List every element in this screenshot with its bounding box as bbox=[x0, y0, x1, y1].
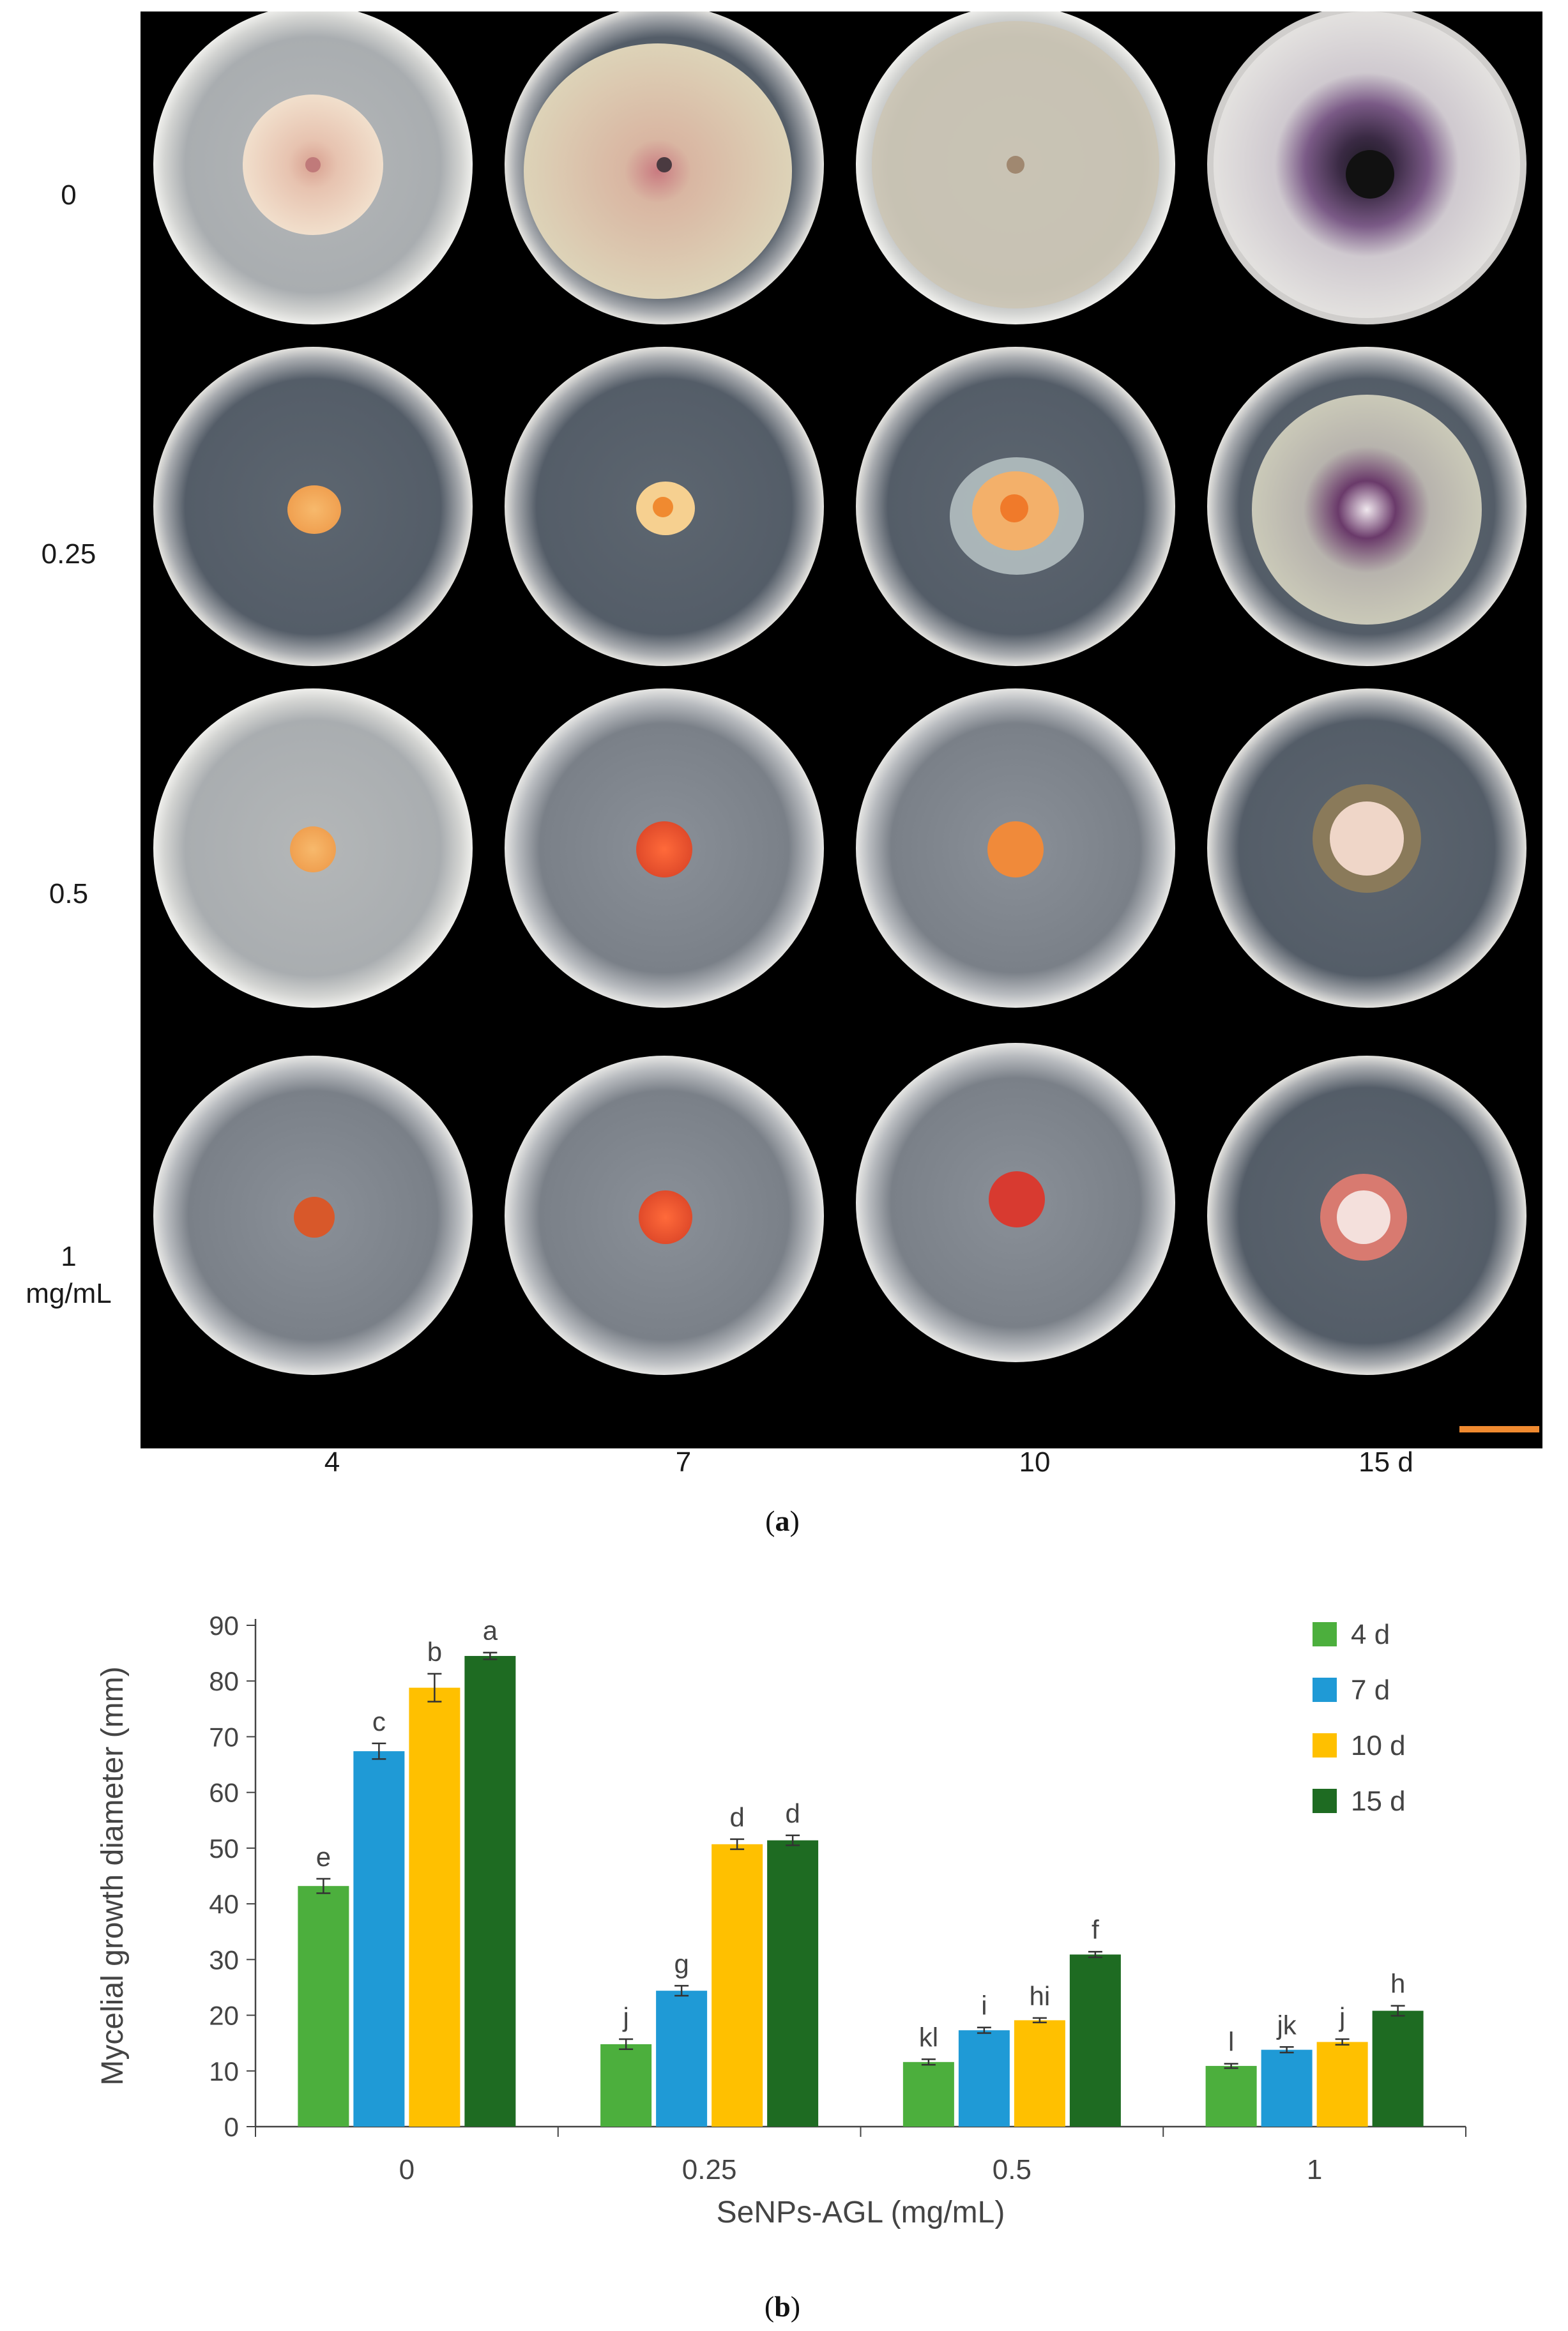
plate-0-5-4d bbox=[153, 688, 473, 1008]
x-tick-label: 0.25 bbox=[682, 2154, 737, 2185]
row-label-0-25: 0.25 bbox=[41, 538, 96, 570]
significance-letter: i bbox=[981, 1991, 987, 2021]
plate-1-7d bbox=[505, 1056, 824, 1375]
significance-letter: d bbox=[785, 1798, 800, 1828]
significance-letter: j bbox=[621, 2002, 628, 2032]
plate-0-25-4d bbox=[153, 347, 473, 666]
bar bbox=[1205, 2065, 1257, 2127]
bar bbox=[1316, 2042, 1368, 2127]
significance-letter: c bbox=[372, 1706, 386, 1736]
scale-bar bbox=[1459, 1426, 1539, 1432]
panel-a-label: (a) bbox=[765, 1505, 800, 1537]
bar bbox=[464, 1655, 516, 2127]
bar bbox=[1372, 2010, 1424, 2127]
significance-letter: f bbox=[1092, 1915, 1099, 1945]
significance-letter: jk bbox=[1275, 2010, 1297, 2040]
x-tick-label: 0.5 bbox=[993, 2154, 1031, 2185]
y-tick-label: 80 bbox=[209, 1666, 239, 1696]
petri-dish-photo-grid bbox=[141, 11, 1542, 1448]
bar bbox=[298, 1886, 349, 2127]
bar bbox=[958, 2030, 1010, 2127]
bar bbox=[409, 1687, 461, 2127]
bar bbox=[353, 1751, 405, 2127]
plate-0-25-10d bbox=[856, 347, 1175, 666]
plate-0-10d bbox=[856, 11, 1175, 324]
col-label-15d: 15 d bbox=[1359, 1446, 1413, 1478]
x-tick-label: 1 bbox=[1307, 2154, 1322, 2185]
y-tick-label: 10 bbox=[209, 2056, 239, 2086]
chart-legend: 4 d 7 d 10 d 15 d bbox=[1313, 1619, 1406, 1817]
y-tick-label: 50 bbox=[209, 1834, 239, 1864]
legend-label: 10 d bbox=[1351, 1730, 1406, 1761]
plate-0-25-7d bbox=[505, 347, 824, 666]
significance-letter: h bbox=[1390, 1969, 1405, 1999]
chart-bars bbox=[298, 1651, 1424, 2127]
row-label-unit: mg/mL bbox=[26, 1278, 112, 1309]
col-label-4: 4 bbox=[324, 1446, 340, 1478]
legend-label: 7 d bbox=[1351, 1674, 1390, 1706]
row-label-0-5: 0.5 bbox=[49, 878, 89, 909]
y-tick-label: 30 bbox=[209, 1945, 239, 1975]
col-label-7: 7 bbox=[675, 1446, 692, 1478]
y-tick-label: 0 bbox=[224, 2112, 239, 2142]
plate-0-7d bbox=[505, 11, 824, 324]
plate-0-25-15d bbox=[1207, 347, 1526, 666]
bar bbox=[767, 1840, 819, 2127]
y-tick-label: 40 bbox=[209, 1889, 239, 1919]
significance-letter: d bbox=[729, 1802, 744, 1832]
chart-labels: 0 0.25 0.5 1 e j kl l c g i jk b d hi j a d f h SeNPs-AGL (m… bbox=[96, 1616, 1405, 2229]
legend-label: 15 d bbox=[1351, 1786, 1406, 1817]
y-axis-title: Mycelial growth diameter (mm) bbox=[96, 1666, 130, 2085]
legend-swatch bbox=[1313, 1678, 1337, 1702]
bar bbox=[656, 1991, 708, 2127]
x-axis-title: SeNPs-AGL (mg/mL) bbox=[717, 2196, 1005, 2229]
plate-0-15d bbox=[1207, 11, 1526, 324]
legend-swatch bbox=[1313, 1733, 1337, 1758]
bar bbox=[1261, 2049, 1313, 2127]
plate-1-15d bbox=[1207, 1056, 1526, 1375]
plate-0-4d bbox=[153, 11, 473, 324]
panel-b-label: (b) bbox=[764, 2290, 801, 2323]
plate-0-5-15d bbox=[1207, 688, 1526, 1008]
bar bbox=[1014, 2020, 1065, 2127]
significance-letter: l bbox=[1228, 2026, 1234, 2056]
legend-swatch bbox=[1313, 1789, 1337, 1813]
y-tick-label: 90 bbox=[209, 1611, 239, 1641]
bar bbox=[600, 2044, 652, 2127]
significance-letter: a bbox=[483, 1616, 498, 1646]
y-tick-label: 60 bbox=[209, 1778, 239, 1808]
significance-letter: kl bbox=[919, 2022, 938, 2052]
y-tick-label: 70 bbox=[209, 1722, 239, 1752]
row-label-0: 0 bbox=[61, 179, 77, 211]
bar bbox=[712, 1844, 763, 2127]
y-tick-label: 20 bbox=[209, 2001, 239, 2031]
plate-1-10d bbox=[856, 1043, 1175, 1362]
bar bbox=[902, 2061, 954, 2127]
plate-0-5-7d bbox=[505, 688, 824, 1008]
bar bbox=[1069, 1954, 1121, 2127]
significance-letter: b bbox=[427, 1637, 442, 1667]
col-label-10: 10 bbox=[1019, 1446, 1051, 1478]
legend-swatch bbox=[1313, 1622, 1337, 1646]
growth-bar-chart: 0 10 20 30 40 50 60 70 80 90 0 0.25 0.5 1 e j kl l c g i jk b… bbox=[96, 1611, 1466, 2229]
x-tick-label: 0 bbox=[399, 2154, 415, 2185]
plate-1-4d bbox=[153, 1056, 473, 1375]
significance-letter: e bbox=[316, 1842, 331, 1872]
significance-letter: j bbox=[1338, 2002, 1345, 2032]
significance-letter: g bbox=[674, 1948, 689, 1978]
legend-label: 4 d bbox=[1351, 1619, 1390, 1650]
significance-letter: hi bbox=[1030, 1981, 1051, 2011]
plate-0-5-10d bbox=[856, 688, 1175, 1008]
row-label-1: 1 bbox=[61, 1241, 77, 1272]
